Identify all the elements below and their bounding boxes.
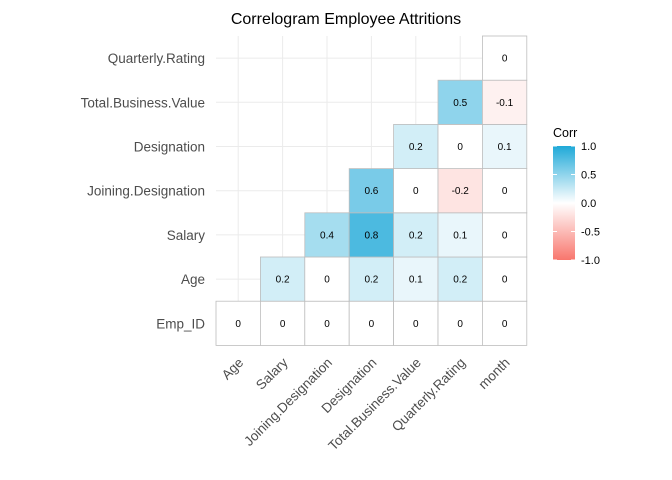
cell-label: 0.5 (453, 98, 467, 109)
cell-label: 0 (413, 186, 419, 197)
cell-salary-designation (348, 212, 395, 258)
x-tick-label: Salary (253, 355, 291, 393)
cell-designation-total-business-value (393, 124, 439, 170)
legend: Corr 1.0 0.5 0.0 -0.5 -1.0 (553, 126, 600, 267)
cell-quarterly-rating-month (481, 35, 528, 81)
legend-tick-label: 0.5 (581, 170, 596, 182)
cell-salary-quarterly-rating (437, 212, 483, 258)
cell-label: 0 (457, 319, 463, 330)
cell-label: -0.2 (452, 186, 470, 197)
cell-label: 0.2 (453, 275, 467, 286)
heatmap-cells: 0 0 0 0 0 0 0 0.2 0 0.2 0.1 0.2 0 0.4 0.8 0.2 0.1 0 0.6 0 -0… (215, 35, 528, 346)
cell-label: 0 (502, 319, 508, 330)
cell-label: 0.1 (453, 230, 467, 241)
cell-emp-id-joining-designation (304, 300, 350, 346)
cell-label: 0.2 (409, 142, 423, 153)
cell-joining-designation-month (481, 168, 528, 214)
legend-title: Corr (553, 126, 577, 140)
cell-salary-joining-designation (304, 212, 350, 258)
cell-label: 0 (324, 275, 330, 286)
x-tick-label: Age (219, 355, 247, 383)
cell-label: 0.1 (498, 142, 512, 153)
cell-salary-month (481, 212, 528, 258)
cell-age-joining-designation (304, 256, 350, 302)
cell-total-business-value-quarterly-rating (437, 79, 483, 125)
cell-designation-month (481, 124, 528, 170)
y-tick-label: Joining.Designation (87, 184, 205, 199)
cell-label: 0 (502, 54, 508, 65)
y-tick-label: Designation (134, 140, 205, 155)
cell-joining-designation-designation (348, 168, 395, 214)
chart-title: Correlogram Employee Attritions (231, 11, 461, 28)
cell-age-month (481, 256, 528, 302)
y-tick-label: Salary (167, 228, 206, 243)
cell-label: 0.2 (276, 275, 290, 286)
y-tick-label: Age (181, 272, 205, 287)
legend-tick-label: -0.5 (581, 227, 600, 239)
y-tick-label: Quarterly.Rating (108, 51, 205, 66)
legend-tick-label: -1.0 (581, 255, 600, 267)
cell-label: -0.1 (496, 98, 514, 109)
cell-total-business-value-month (481, 79, 528, 125)
cell-joining-designation-total-business-value (393, 168, 439, 214)
cell-label: 0.4 (320, 230, 334, 241)
cell-label: 0.2 (364, 275, 378, 286)
cell-label: 0 (457, 142, 463, 153)
cell-emp-id-designation (348, 300, 395, 346)
x-tick-label: month (476, 355, 513, 392)
cell-label: 0 (235, 319, 241, 330)
cell-label: 0 (369, 319, 375, 330)
cell-age-salary (259, 256, 306, 302)
cell-label: 0 (280, 319, 286, 330)
cell-label: 0 (502, 275, 508, 286)
x-axis: Age SalaryJoining.DesignationDesignationT… (219, 355, 513, 454)
legend-tick-label: 0.0 (581, 198, 596, 210)
cell-designation-quarterly-rating (437, 124, 483, 170)
y-tick-label: Emp_ID (156, 316, 205, 331)
cell-emp-id-salary (259, 300, 306, 346)
legend-colorbar (553, 146, 575, 260)
legend-tick-label: 1.0 (581, 141, 596, 153)
cell-label: 0.1 (409, 275, 423, 286)
cell-label: 0 (502, 186, 508, 197)
y-tick-label: Total.Business.Value (81, 95, 205, 110)
cell-label: 0 (502, 230, 508, 241)
cell-label: 0.2 (409, 230, 423, 241)
cell-label: 0 (324, 319, 330, 330)
y-axis: Emp_ID Age Salary Joining.Designation Design… (81, 51, 206, 331)
cell-label: 0 (413, 319, 419, 330)
cell-label: 0.8 (364, 230, 378, 241)
cell-label: 0.6 (364, 186, 378, 197)
cell-age-designation (348, 256, 395, 302)
